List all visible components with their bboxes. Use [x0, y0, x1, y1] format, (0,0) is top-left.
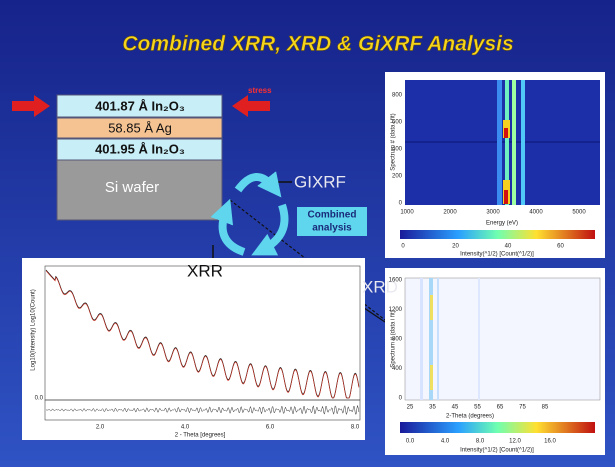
- y-axis-label: Log10(Intensity) Log10(Count): [31, 289, 37, 370]
- y-tick-label: 0.0: [35, 396, 44, 402]
- x-tick-label: 3000: [486, 210, 500, 216]
- heatmap: [405, 278, 600, 400]
- x-tick-label: 85: [542, 405, 549, 411]
- slide: Combined XRR, XRD & GiXRF Analysis 401.8…: [0, 0, 615, 467]
- colorbar-tick-label: 8.0: [476, 439, 485, 445]
- colorbar-tick-label: 16.0: [544, 439, 556, 445]
- x-tick-label: 45: [452, 405, 459, 411]
- xrr-panel: XRR: [22, 258, 365, 440]
- title: Combined XRR, XRD & GiXRF Analysis: [122, 33, 513, 56]
- y-axis-label: Spectrum # (data i fit): [391, 310, 397, 367]
- y-axis-label: Spectrum # (data i fit): [391, 113, 397, 170]
- colorbar-label: Intensity(^1/2) [Count(^1/2)]: [460, 252, 534, 258]
- x-axis-label: 2-Theta (degrees): [446, 414, 494, 420]
- colorbar-tick-label: 60: [557, 244, 564, 250]
- stress-label: stress: [248, 86, 272, 95]
- xrr-label: XRR: [187, 261, 223, 280]
- x-tick-label: 2000: [443, 210, 457, 216]
- stripe: [478, 278, 480, 400]
- y-tick-label: 1600: [389, 278, 403, 284]
- stripe: [497, 80, 502, 205]
- xrd-panel: [385, 268, 605, 455]
- gixrf-label: GIXRF: [294, 172, 346, 191]
- x-tick-label: 65: [497, 405, 504, 411]
- x-tick-label: 2.0: [96, 425, 105, 431]
- stripe: [430, 365, 433, 390]
- x-tick-label: 35: [429, 405, 436, 411]
- x-axis-label: 2 - Theta [degrees]: [175, 433, 226, 439]
- layer-label: 401.95 Å In₂O₃: [95, 141, 185, 156]
- layer-label: 58.85 Å Ag: [108, 120, 172, 135]
- colorbar-label: Intensity(^1/2) [Count(^1/2)]: [460, 448, 534, 454]
- layer-stack: 401.87 Å In₂O₃ 58.85 Å Ag 401.95 Å In₂O₃…: [57, 95, 222, 220]
- x-tick-label: 25: [407, 405, 414, 411]
- layer-label: 401.87 Å In₂O₃: [95, 98, 185, 113]
- x-tick-label: 4000: [529, 210, 543, 216]
- x-tick-label: 5000: [572, 210, 586, 216]
- colorbar: [400, 230, 595, 239]
- colorbar-tick-label: 0.0: [406, 439, 415, 445]
- colorbar-tick-label: 12.0: [509, 439, 521, 445]
- stripe: [430, 295, 433, 320]
- colorbar: [400, 422, 595, 433]
- substrate-label: Si wafer: [105, 179, 159, 196]
- y-tick-label: 800: [392, 93, 403, 99]
- x-tick-label: 55: [474, 405, 481, 411]
- combined-label: analysis: [312, 223, 352, 234]
- gixrf-panel: [385, 72, 605, 258]
- colorbar-tick-label: 40: [505, 244, 512, 250]
- stripe: [437, 278, 439, 400]
- x-axis-label: Energy (eV): [486, 221, 518, 227]
- colorbar-tick-label: 20: [452, 244, 459, 250]
- y-tick-label: 200: [392, 174, 403, 180]
- stripe: [512, 80, 516, 205]
- stripe: [420, 278, 423, 400]
- x-tick-label: 6.0: [266, 425, 275, 431]
- stripe: [504, 190, 508, 204]
- x-tick-label: 75: [519, 405, 526, 411]
- x-tick-label: 4.0: [181, 425, 190, 431]
- x-tick-label: 8.0: [351, 425, 360, 431]
- combined-label: Combined: [308, 210, 357, 221]
- stripe: [521, 80, 525, 205]
- panel: [22, 258, 365, 440]
- colorbar-tick-label: 4.0: [441, 439, 450, 445]
- x-tick-label: 1000: [400, 210, 414, 216]
- stripe: [504, 128, 508, 138]
